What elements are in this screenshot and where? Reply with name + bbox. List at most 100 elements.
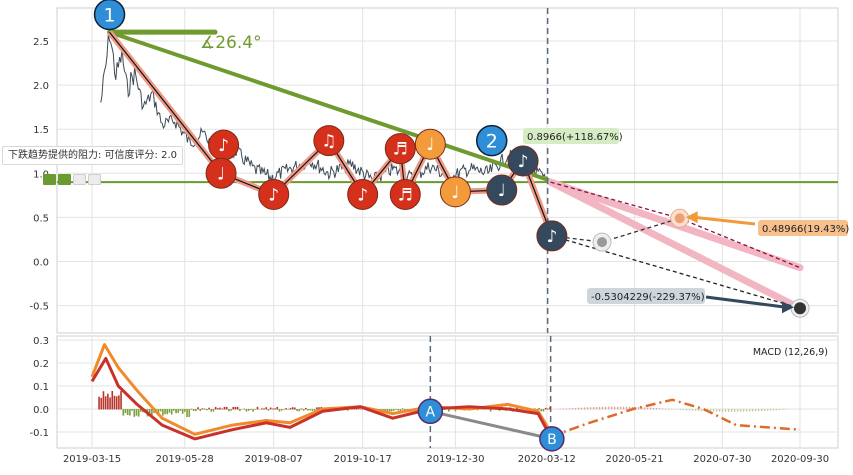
marker-circle xyxy=(93,0,126,31)
wave-point-circle xyxy=(507,145,539,177)
x-tick-label: 2019-08-07 xyxy=(245,454,303,465)
macd-histogram-bar xyxy=(616,406,619,410)
macd-histogram-bar xyxy=(254,409,257,410)
macd-histogram-bar xyxy=(751,409,754,412)
value-label-box xyxy=(523,128,619,144)
macd-histogram-bar xyxy=(685,409,688,411)
macd-marker-circle xyxy=(417,398,444,425)
macd-histogram-bar xyxy=(610,406,613,410)
wave-point: ♪ xyxy=(507,145,539,177)
macd-histogram-bar xyxy=(388,409,391,412)
macd-histogram-bar xyxy=(241,409,243,410)
macd-histogram-bar xyxy=(151,409,153,417)
wave-point: ♩ xyxy=(414,128,446,160)
macd-histogram-bar xyxy=(243,408,246,410)
macd-histogram-bar xyxy=(718,409,721,412)
macd-histogram-bar xyxy=(637,407,640,410)
macd-histogram-bar xyxy=(100,397,103,410)
macd-histogram-bar xyxy=(730,409,733,412)
wave-point-label: ♬ xyxy=(398,185,413,205)
macd-histogram-bar xyxy=(164,409,166,415)
macd-histogram-bar xyxy=(399,409,402,412)
macd-histogram-bar xyxy=(739,409,742,412)
macd-histogram-bar xyxy=(476,409,479,411)
macd-histogram-bar xyxy=(166,409,169,415)
macd-histogram-bar xyxy=(175,409,177,414)
macd-histogram-bar xyxy=(757,409,760,412)
macd-histogram-bar xyxy=(700,409,703,412)
macd-histogram-bar xyxy=(583,407,586,410)
macd-histogram-bar xyxy=(267,409,270,411)
wave-point: ♩ xyxy=(205,157,237,189)
wave-point-circle xyxy=(486,174,518,206)
wave-point-circle xyxy=(389,178,421,210)
x-tick-label: 2020-09-30 xyxy=(771,454,829,465)
angle-label: ∡26.4° xyxy=(200,33,262,53)
macd-histogram-bar xyxy=(355,408,358,410)
macd-histogram-bar xyxy=(289,408,292,410)
macd-histogram-bar xyxy=(544,407,547,410)
wave-point: ♪ xyxy=(208,129,240,161)
macd-histogram-bar xyxy=(778,409,781,411)
wave-point-label: ♩ xyxy=(498,181,506,201)
macd-histogram-bar xyxy=(397,409,400,411)
macd-histogram-bar xyxy=(232,407,235,410)
macd-histogram-bar xyxy=(234,406,237,410)
x-tick-label: 2019-05-28 xyxy=(156,454,214,465)
macd-histogram-bar xyxy=(549,406,551,410)
value-label-box xyxy=(758,220,848,236)
macd-histogram-bar xyxy=(736,409,739,412)
macd-histogram-bar xyxy=(601,406,604,410)
projection-band-lower xyxy=(547,178,804,312)
macd-histogram-bar xyxy=(571,408,574,410)
macd-histogram-bar xyxy=(395,409,397,410)
macd-histogram-bar xyxy=(305,407,307,410)
macd-histogram-bar xyxy=(228,409,230,412)
macd-histogram-bar xyxy=(214,406,217,410)
wave-point: ♪ xyxy=(258,178,290,210)
macd-histogram-bar xyxy=(448,409,450,412)
macd-histogram-bar xyxy=(712,409,715,412)
macd-histogram-bar xyxy=(673,409,676,410)
macd-histogram-bar xyxy=(104,396,107,410)
macd-histogram-bar xyxy=(697,409,700,411)
macd-histogram-bar xyxy=(386,409,389,412)
wave-point-label: ♪ xyxy=(268,185,279,205)
label-arrowhead xyxy=(782,301,794,314)
macd-histogram-bar xyxy=(247,409,250,411)
macd-histogram-bar xyxy=(727,409,730,412)
wave-point-label: ♫ xyxy=(321,132,336,152)
macd-histogram-bar xyxy=(265,407,268,410)
macd-histogram-bar xyxy=(733,409,736,412)
y-tick-label: -0.1 xyxy=(29,428,49,439)
macd-histogram-bar xyxy=(115,396,118,410)
projection-point-core xyxy=(597,237,608,248)
macd-histogram-bar xyxy=(250,409,252,410)
ab-connector xyxy=(430,409,553,441)
macd-histogram-bar xyxy=(223,406,226,410)
wave-point-label: ♪ xyxy=(546,227,557,247)
macd-histogram-bar xyxy=(190,408,193,410)
macd-histogram-bar xyxy=(197,407,199,410)
macd-histogram-bar xyxy=(225,406,228,410)
macd-histogram-bar xyxy=(184,409,186,412)
macd-histogram-bar xyxy=(682,409,685,411)
macd-histogram-bar xyxy=(296,409,298,412)
x-tick-label: 2020-07-30 xyxy=(693,454,751,465)
macd-histogram-bar xyxy=(269,407,272,410)
macd-histogram-bar xyxy=(772,409,775,411)
macd-histogram-bar xyxy=(219,407,221,410)
macd-histogram-bar xyxy=(294,407,296,410)
wave-point-label: ♩ xyxy=(426,135,434,155)
macd-histogram-bar xyxy=(256,406,259,410)
macd-histogram-bar xyxy=(542,409,545,412)
value-label-box xyxy=(587,288,705,304)
macd-histogram-bar xyxy=(239,409,241,412)
macd-histogram-bar xyxy=(124,409,127,414)
x-tick-label: 2020-05-21 xyxy=(606,454,664,465)
macd-histogram-bar xyxy=(201,408,204,410)
wave-point-circle xyxy=(205,157,237,189)
macd-histogram-bar xyxy=(562,408,565,410)
wave-point-circle xyxy=(347,178,379,210)
